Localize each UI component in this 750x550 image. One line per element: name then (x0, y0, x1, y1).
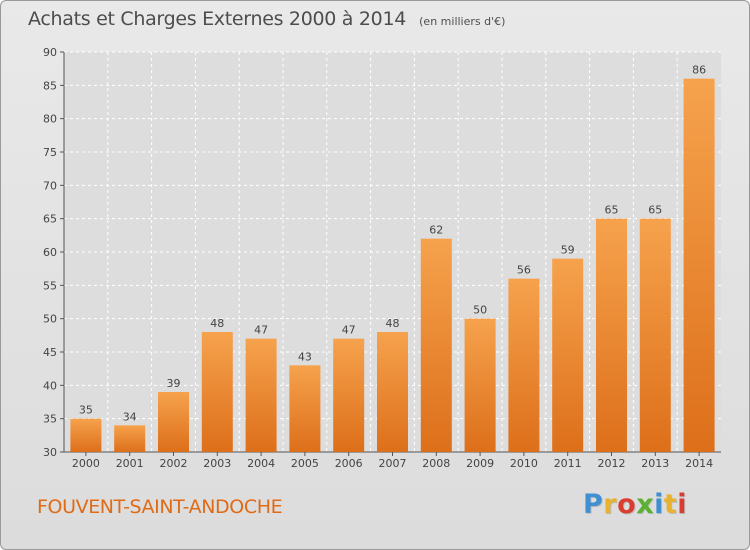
bar-2003 (201, 332, 233, 452)
bar-2007 (377, 332, 408, 452)
logo-letter: r (603, 489, 618, 520)
bar-2000 (70, 418, 102, 452)
data-label-2001: 34 (123, 410, 137, 423)
x-tick-label-2011: 2011 (554, 457, 582, 470)
location-name: FOUVENT-SAINT-ANDOCHE (37, 496, 283, 518)
x-tick-label-2010: 2010 (510, 457, 538, 470)
y-tick-label: 40 (43, 379, 57, 392)
data-label-2000: 35 (79, 404, 93, 417)
data-label-2009: 50 (473, 304, 487, 317)
bars-layer (70, 78, 715, 453)
bar-2014 (683, 78, 715, 453)
logo-letter: t (663, 489, 678, 520)
x-tick-label-2007: 2007 (379, 457, 407, 470)
y-tick-label: 75 (43, 146, 57, 159)
y-tick-label: 30 (43, 446, 57, 459)
bar-2005 (289, 365, 321, 452)
bar-2009 (464, 318, 496, 452)
bar-2008 (420, 238, 452, 452)
proxiti-logo: Proxiti (583, 489, 687, 520)
bar-2012 (596, 218, 627, 452)
logo-letter: i (654, 489, 664, 520)
logo-letter: P (583, 489, 604, 520)
logo-letter: x (636, 489, 655, 520)
bar-2013 (639, 218, 671, 452)
x-tick-label-2001: 2001 (116, 457, 144, 470)
labels-layer: 35 34 39 48 47 43 47 48 62 50 56 59 65 65 86 (79, 64, 706, 424)
y-tick-label: 55 (43, 279, 57, 292)
chart-title: Achats et Charges Externes 2000 à 2014 (28, 8, 407, 30)
data-label-2013: 65 (648, 204, 662, 217)
y-tick-label: 45 (43, 346, 57, 359)
data-label-2008: 62 (429, 224, 443, 237)
bar-2011 (552, 258, 584, 452)
logo-letter: o (617, 489, 637, 520)
x-tick-label-2006: 2006 (335, 457, 363, 470)
data-label-2004: 47 (254, 324, 268, 337)
y-tick-label: 50 (43, 313, 57, 326)
data-label-2005: 43 (298, 350, 312, 363)
bar-2010 (508, 278, 540, 452)
y-tick-label: 65 (43, 213, 57, 226)
bar-2002 (158, 392, 189, 452)
data-label-2012: 65 (605, 204, 619, 217)
x-tick-label-2000: 2000 (72, 457, 100, 470)
x-tick-label-2014: 2014 (685, 457, 713, 470)
data-label-2006: 47 (342, 324, 356, 337)
x-tick-label-2013: 2013 (641, 457, 669, 470)
bar-2004 (245, 338, 277, 452)
bar-2006 (333, 338, 365, 452)
y-tick-label: 80 (43, 113, 57, 126)
x-tick-label-2012: 2012 (598, 457, 626, 470)
x-tick-label-2005: 2005 (291, 457, 319, 470)
data-label-2007: 48 (386, 317, 400, 330)
x-tick-label-2003: 2003 (203, 457, 231, 470)
y-tick-label: 35 (43, 413, 57, 426)
x-tick-label-2004: 2004 (247, 457, 275, 470)
y-tick-label: 90 (43, 46, 57, 59)
y-tick-label: 70 (43, 179, 57, 192)
data-label-2011: 59 (561, 244, 575, 257)
x-tick-label-2008: 2008 (422, 457, 450, 470)
chart-subtitle: (en milliers d'€) (419, 15, 506, 28)
logo-letter: i (677, 489, 688, 520)
title-row: Achats et Charges Externes 2000 à 2014 (… (28, 8, 505, 30)
data-label-2014: 86 (692, 64, 706, 77)
y-tick-label: 85 (43, 79, 57, 92)
bar-2001 (114, 425, 146, 452)
data-label-2010: 56 (517, 264, 531, 277)
data-label-2002: 39 (167, 377, 181, 390)
x-tick-label-2002: 2002 (160, 457, 188, 470)
data-label-2003: 48 (210, 317, 224, 330)
x-tick-label-2009: 2009 (466, 457, 494, 470)
y-tick-label: 60 (43, 246, 57, 259)
